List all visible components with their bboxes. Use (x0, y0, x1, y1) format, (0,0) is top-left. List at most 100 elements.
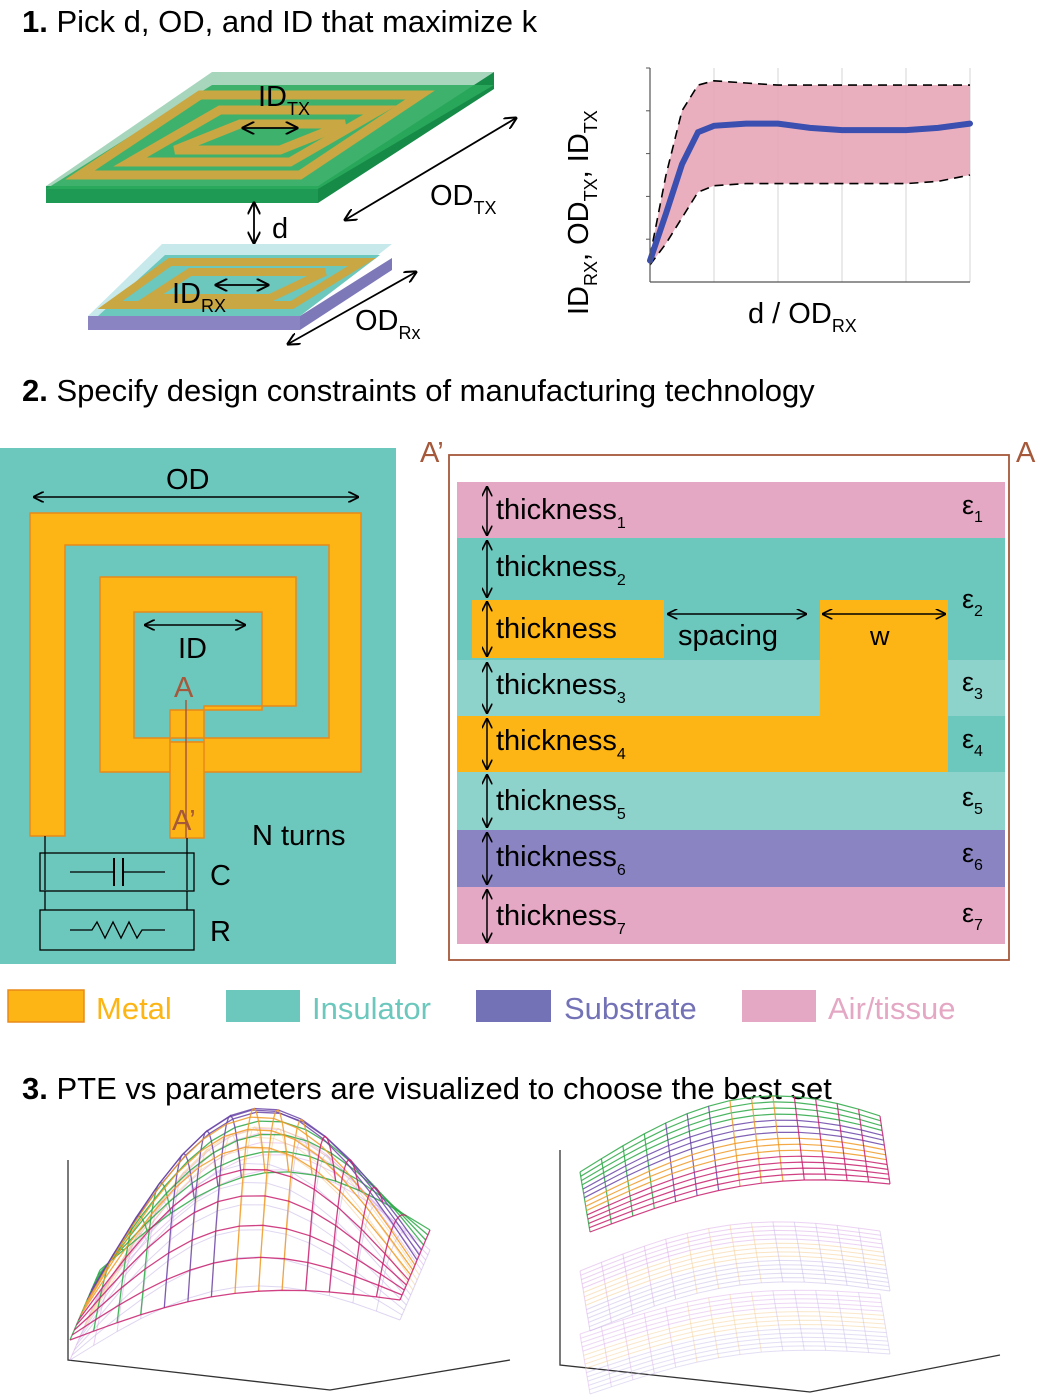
surface-mesh-line (69, 1285, 401, 1361)
thickness-2-label: thickness2 (496, 551, 626, 589)
n-turns-label: N turns (252, 820, 345, 852)
surface-mesh-line (665, 1307, 677, 1368)
id-rx-label: IDRX (172, 278, 226, 316)
capacitor-label: C (210, 860, 231, 892)
surface-mesh-line (729, 1294, 741, 1355)
od-tx-label: ODTX (430, 180, 497, 218)
d-label: d (272, 213, 288, 245)
surface-mesh-line (815, 1290, 827, 1351)
surface-mesh-line (583, 1311, 884, 1356)
surface-mesh-line (305, 1135, 337, 1291)
spacing-label: spacing (678, 620, 778, 652)
surface-mesh-line (584, 1315, 885, 1361)
epsilon-labels: ε1 ε2 ε3 ε4 ε5 ε6 ε7 (962, 490, 983, 934)
surface-mesh-line (587, 1336, 888, 1382)
surface-mesh-line (579, 1333, 591, 1395)
coil-a-label: A (174, 672, 194, 704)
tx-front-face (46, 186, 318, 203)
surface-mesh-line (399, 1249, 431, 1321)
surface-mesh-line (82, 1128, 414, 1311)
surface-mesh-line (586, 1264, 888, 1315)
surface-mesh-line (375, 1214, 407, 1298)
surface-mesh-line (836, 1103, 848, 1181)
rc-network (39, 836, 195, 951)
legend-insulator-swatch (226, 990, 300, 1022)
coil-id-label: ID (178, 633, 207, 665)
thickness-label: thickness (496, 613, 617, 645)
epsilon-3-label: ε3 (962, 667, 983, 703)
step3-heading: 3. PTE vs parameters are visualized to c… (22, 1071, 832, 1106)
legend-substrate-label: Substrate (564, 991, 697, 1026)
legend-air-swatch (742, 990, 816, 1022)
cross-section-frame (448, 454, 1010, 961)
layer-1-air (457, 482, 1005, 538)
surface-mesh-line (584, 1251, 886, 1302)
thickness-labels: thickness1 thickness2 thickness thicknes… (496, 494, 626, 938)
chart-y-label: IDRX, ODTX, IDTX (563, 110, 601, 315)
surface-mesh-line (858, 1292, 870, 1353)
section-a-prime-label: A’ (420, 437, 444, 469)
surface-mesh-line (281, 1118, 313, 1291)
surface-mesh-line (257, 1108, 290, 1292)
surface-mesh-line (586, 1155, 888, 1216)
pte-surface-right (559, 1095, 1001, 1395)
tx-coil: IDTX ODTX (46, 72, 516, 220)
surface-mesh-line (836, 1225, 848, 1286)
legend-air-label: Air/tissue (828, 991, 955, 1026)
surface-mesh-line (750, 1097, 762, 1184)
surface-mesh-line (879, 1293, 891, 1355)
coil-od-label: OD (166, 464, 210, 496)
layer-5-insulator (457, 772, 1005, 830)
thickness-7-label: thickness7 (496, 900, 626, 938)
surface-mesh-line (80, 1146, 412, 1316)
surface-mesh-line (589, 1281, 891, 1332)
surface-mesh-line (708, 1297, 720, 1358)
od-rx-arrow (288, 272, 416, 344)
legend-metal-label: Metal (96, 991, 172, 1026)
surface-mesh-line (84, 1116, 416, 1306)
surface-right-mesh (579, 1095, 891, 1395)
surface-mesh-line (585, 1255, 886, 1306)
surface-mesh-line (589, 1277, 890, 1328)
surface-mesh-line (772, 1290, 784, 1351)
rx-front-face (88, 316, 300, 330)
chart-lower-bound (649, 174, 971, 266)
legend-substrate-swatch (476, 990, 551, 1022)
surface-mesh-line (586, 1332, 888, 1378)
step2-title: Specify design constraints of manufactur… (48, 373, 815, 408)
epsilon-2-label: ε2 (962, 584, 983, 620)
epsilon-5-label: ε5 (962, 782, 983, 818)
legend-insulator-label: Insulator (312, 991, 431, 1026)
surface-mesh-line (581, 1298, 882, 1344)
top-metal-trace-right (820, 600, 948, 772)
thickness-6-label: thickness6 (496, 841, 626, 879)
surface-mesh-line (75, 1195, 407, 1326)
resistor-box (39, 909, 195, 951)
surface-mesh-line (352, 1186, 384, 1295)
thickness-4-label: thickness4 (496, 725, 626, 763)
surface-mesh-line (793, 1290, 805, 1351)
surface-mesh-line (750, 1222, 762, 1283)
step2-heading: 2. Specify design constraints of manufac… (22, 373, 815, 408)
id-tx-label: IDTX (258, 81, 310, 119)
epsilon-4-label: ε4 (962, 724, 983, 760)
surface-mesh-line (71, 1256, 403, 1356)
surface-mesh-line (580, 1293, 881, 1339)
coil-top-view: OD ID A A’ N turns C R (0, 448, 396, 964)
surface-mesh-line (622, 1319, 634, 1380)
surface-mesh-line (584, 1319, 886, 1365)
resistor-label: R (210, 916, 231, 948)
surface-mesh-line (587, 1268, 888, 1319)
surface-mesh-line (686, 1302, 698, 1363)
step3-title: PTE vs parameters are visualized to choo… (48, 1071, 832, 1106)
surface-mesh-line (643, 1313, 655, 1374)
legend-metal-swatch (7, 989, 85, 1023)
surface-mesh-line (399, 1229, 431, 1301)
surface-mesh-line (352, 1204, 384, 1303)
surface-left-mesh (69, 1107, 431, 1361)
surface-mesh-line (836, 1291, 848, 1352)
surface-mesh-line (587, 1161, 888, 1220)
surface-mesh-line (588, 1167, 889, 1224)
surface-mesh-line (879, 1115, 891, 1185)
step1-heading: 1. Pick d, OD, and ID that maximize k (22, 4, 538, 39)
